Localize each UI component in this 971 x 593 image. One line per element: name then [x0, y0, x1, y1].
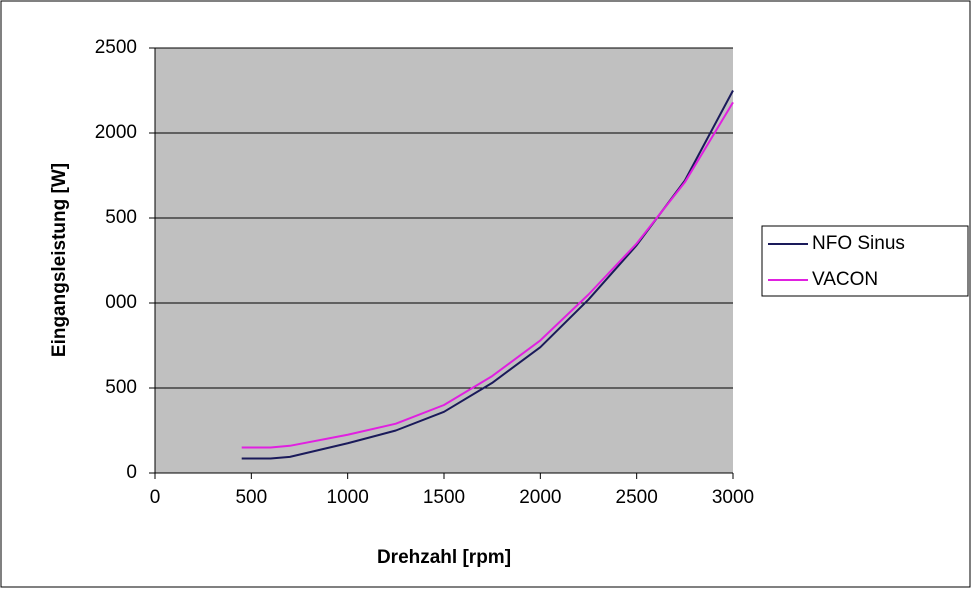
- y-axis-title: Eingangsleistung [W]: [49, 163, 70, 357]
- legend-box: [761, 225, 969, 297]
- x-axis-title: Drehzahl [rpm]: [377, 547, 511, 568]
- y-tick-label: 000: [105, 292, 137, 313]
- x-tick-label: 2500: [616, 487, 658, 508]
- legend-label: VACON: [812, 269, 878, 290]
- y-tick-label: 0: [126, 462, 137, 483]
- series-line: [241, 101, 734, 449]
- y-tick-label: 500: [105, 207, 137, 228]
- plot-area: [155, 48, 733, 473]
- x-tick-label: 3000: [712, 487, 754, 508]
- x-tick-label: 0: [150, 487, 161, 508]
- x-tick-label: 1500: [423, 487, 465, 508]
- y-tick-label: 2000: [95, 122, 137, 143]
- x-tick-label: 2000: [519, 487, 561, 508]
- x-tick-label: 500: [235, 487, 267, 508]
- y-tick-label: 500: [105, 377, 137, 398]
- legend-label: NFO Sinus: [812, 233, 905, 254]
- x-tick-label: 1000: [327, 487, 369, 508]
- y-tick-label: 2500: [95, 37, 137, 58]
